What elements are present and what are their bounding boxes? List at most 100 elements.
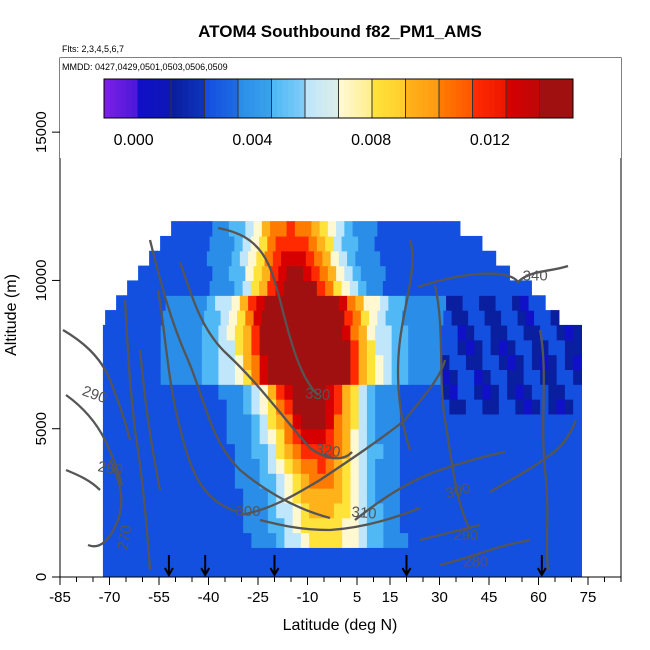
heatmap-cell: [429, 250, 439, 267]
heatmap-cell: [375, 399, 384, 415]
heatmap-cell: [498, 384, 508, 400]
heatmap-cell: [399, 517, 409, 534]
heatmap-cell: [523, 280, 532, 296]
heatmap-cell: [441, 428, 450, 445]
x-tick-label: 75: [580, 589, 597, 606]
heatmap-cell: [399, 502, 409, 519]
heatmap-cell: [138, 310, 147, 326]
heatmap-cell: [490, 517, 500, 534]
heatmap-cell: [498, 488, 508, 504]
heatmap-cell: [449, 517, 459, 534]
heatmap-cell: [144, 324, 153, 341]
heatmap-cell: [292, 399, 302, 415]
heatmap-cell: [443, 221, 453, 237]
heatmap-cell: [498, 399, 508, 415]
heatmap-cell: [363, 250, 373, 267]
heatmap-cell: [135, 517, 145, 534]
heatmap-cell: [449, 488, 459, 504]
heatmap-cell: [223, 250, 233, 267]
colorbar-segment: [377, 79, 384, 118]
heatmap-cell: [432, 562, 442, 577]
heatmap-cell: [168, 369, 178, 385]
heatmap-cell: [212, 265, 222, 282]
heatmap-cell: [342, 443, 351, 459]
heatmap-cell: [259, 562, 269, 577]
heatmap-cell: [327, 310, 337, 326]
heatmap-cell: [358, 354, 368, 370]
heatmap-cell: [243, 473, 252, 489]
heatmap-cell: [457, 369, 467, 385]
heatmap-cell: [490, 532, 500, 548]
colorbar-segment: [427, 79, 434, 118]
colorbar-segment: [198, 79, 205, 118]
heatmap-cell: [281, 250, 290, 267]
heatmap-cell: [234, 517, 244, 534]
heatmap-cell: [333, 428, 343, 445]
heatmap-cell: [393, 310, 403, 326]
heatmap-cell: [358, 413, 368, 430]
heatmap-cell: [259, 458, 269, 474]
heatmap-cell: [325, 384, 335, 400]
heatmap-cell: [243, 562, 252, 577]
heatmap-cell: [564, 517, 574, 534]
heatmap-cell: [457, 547, 467, 563]
heatmap-cell: [226, 547, 236, 563]
x-tick-label: -85: [49, 589, 71, 606]
heatmap-cell: [243, 502, 252, 519]
heatmap-cell: [449, 428, 459, 445]
colorbar-segment: [288, 79, 295, 118]
heatmap-cell: [177, 443, 186, 459]
heatmap-cell: [416, 428, 426, 445]
heatmap-cell: [408, 369, 417, 385]
heatmap-cell: [220, 265, 230, 282]
heatmap-cell: [342, 354, 351, 370]
heatmap-cell: [168, 324, 178, 341]
colorbar-segment: [550, 79, 557, 118]
heatmap-cell: [168, 235, 178, 252]
heatmap-cell: [152, 547, 162, 563]
heatmap-cell: [267, 517, 277, 534]
heatmap-cell: [333, 369, 343, 385]
heatmap-cell: [482, 547, 492, 563]
heatmap-cell: [498, 354, 508, 370]
heatmap-cell: [523, 547, 533, 563]
heatmap-cell: [482, 488, 492, 504]
heatmap-cell: [441, 547, 450, 563]
heatmap-cell: [223, 295, 233, 311]
heatmap-cell: [490, 399, 500, 415]
heatmap-cell: [218, 502, 228, 519]
heatmap-cell: [391, 547, 401, 563]
heatmap-cell: [573, 547, 582, 563]
heatmap-cell: [474, 369, 483, 385]
heatmap-cell: [408, 413, 417, 430]
heatmap-cell: [416, 369, 426, 385]
heatmap-cell: [160, 354, 170, 370]
heatmap-cell: [531, 532, 541, 548]
contour-label: 310: [351, 504, 377, 523]
colorbar-segment: [394, 79, 401, 118]
heatmap-cell: [218, 562, 228, 577]
heatmap-cell: [152, 369, 162, 385]
heatmap-cell: [144, 384, 153, 400]
heatmap-cell: [507, 562, 516, 577]
heatmap-cell: [490, 458, 500, 474]
heatmap-cell: [152, 443, 162, 459]
heatmap-cell: [204, 221, 213, 237]
heatmap-cell: [474, 428, 483, 445]
heatmap-cell: [195, 265, 205, 282]
heatmap-cell: [234, 488, 244, 504]
heatmap-cell: [515, 502, 525, 519]
heatmap-cell: [144, 399, 153, 415]
heatmap-cell: [383, 324, 393, 341]
heatmap-cell: [375, 354, 384, 370]
heatmap-cell: [490, 413, 500, 430]
heatmap-cell: [251, 517, 261, 534]
heatmap-cell: [399, 532, 409, 548]
heatmap-cell: [325, 502, 335, 519]
heatmap-cell: [218, 384, 228, 400]
heatmap-cell: [556, 488, 566, 504]
heatmap-cell: [360, 265, 370, 282]
heatmap-cell: [432, 339, 442, 356]
heatmap-cell: [111, 428, 120, 445]
heatmap-cell: [264, 295, 274, 311]
